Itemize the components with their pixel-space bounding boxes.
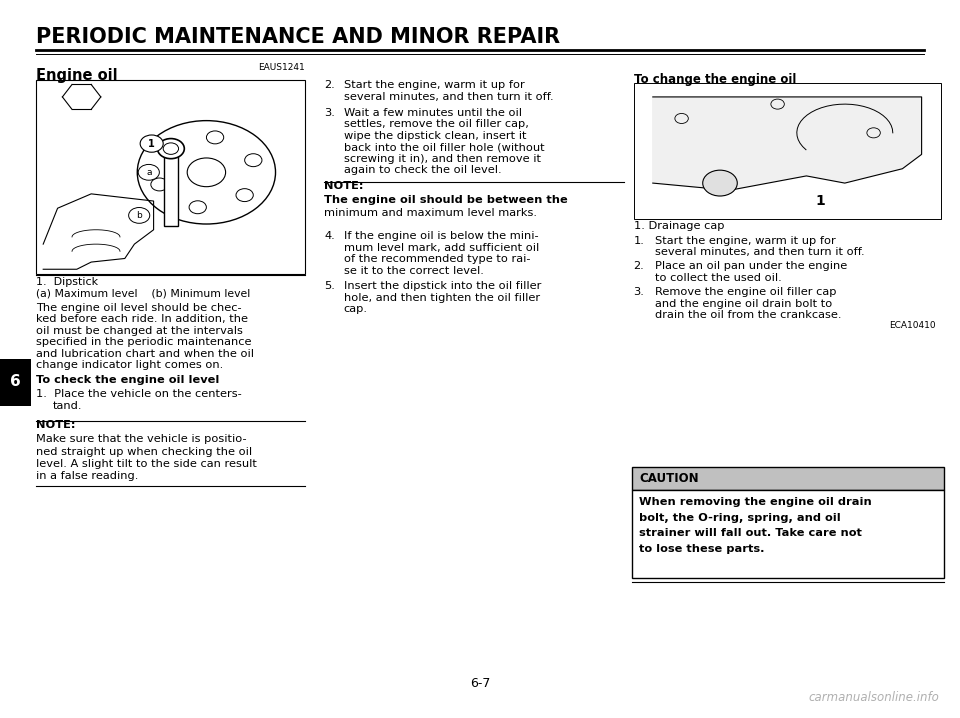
Text: 3.: 3. bbox=[634, 287, 644, 297]
Text: and the engine oil drain bolt to: and the engine oil drain bolt to bbox=[655, 299, 832, 309]
Text: several minutes, and then turn it off.: several minutes, and then turn it off. bbox=[655, 247, 864, 257]
Text: 6-7: 6-7 bbox=[469, 677, 491, 690]
Text: If the engine oil is below the mini-: If the engine oil is below the mini- bbox=[344, 231, 539, 241]
Text: to collect the used oil.: to collect the used oil. bbox=[655, 273, 781, 283]
Text: 6: 6 bbox=[10, 375, 21, 389]
Circle shape bbox=[138, 164, 159, 180]
Circle shape bbox=[140, 135, 163, 152]
Text: Start the engine, warm it up for: Start the engine, warm it up for bbox=[344, 80, 524, 90]
Text: 1.  Place the vehicle on the centers-: 1. Place the vehicle on the centers- bbox=[36, 389, 242, 399]
Text: NOTE:: NOTE: bbox=[36, 420, 76, 430]
Text: 3.: 3. bbox=[324, 108, 335, 118]
Text: se it to the correct level.: se it to the correct level. bbox=[344, 266, 484, 276]
Text: 2.: 2. bbox=[634, 261, 644, 271]
Bar bbox=[0, 359, 31, 406]
Text: back into the oil filler hole (without: back into the oil filler hole (without bbox=[344, 142, 544, 152]
Circle shape bbox=[157, 139, 184, 159]
Text: 1. Drainage cap: 1. Drainage cap bbox=[634, 221, 724, 231]
Text: Place an oil pan under the engine: Place an oil pan under the engine bbox=[655, 261, 847, 271]
Text: To check the engine oil level: To check the engine oil level bbox=[36, 375, 220, 385]
Text: oil must be changed at the intervals: oil must be changed at the intervals bbox=[36, 326, 243, 336]
Text: cap.: cap. bbox=[344, 304, 368, 314]
Text: hole, and then tighten the oil filler: hole, and then tighten the oil filler bbox=[344, 293, 540, 303]
Text: PERIODIC MAINTENANCE AND MINOR REPAIR: PERIODIC MAINTENANCE AND MINOR REPAIR bbox=[36, 27, 561, 47]
Text: and lubrication chart and when the oil: and lubrication chart and when the oil bbox=[36, 349, 254, 359]
Bar bbox=[634, 83, 941, 219]
Text: several minutes, and then turn it off.: several minutes, and then turn it off. bbox=[344, 92, 553, 102]
Text: Wait a few minutes until the oil: Wait a few minutes until the oil bbox=[344, 108, 521, 118]
Text: tand.: tand. bbox=[53, 401, 83, 411]
Text: to lose these parts.: to lose these parts. bbox=[639, 544, 765, 554]
Text: bolt, the O-ring, spring, and oil: bolt, the O-ring, spring, and oil bbox=[639, 513, 841, 523]
Text: change indicator light comes on.: change indicator light comes on. bbox=[36, 360, 224, 370]
Text: Make sure that the vehicle is positio-: Make sure that the vehicle is positio- bbox=[36, 434, 247, 444]
Text: Start the engine, warm it up for: Start the engine, warm it up for bbox=[655, 236, 835, 246]
Circle shape bbox=[129, 208, 150, 223]
Text: of the recommended type to rai-: of the recommended type to rai- bbox=[344, 254, 530, 264]
Text: The engine oil should be between the: The engine oil should be between the bbox=[324, 195, 568, 205]
Text: again to check the oil level.: again to check the oil level. bbox=[344, 165, 501, 175]
Text: 5.: 5. bbox=[324, 281, 335, 292]
Text: screwing it in), and then remove it: screwing it in), and then remove it bbox=[344, 154, 540, 164]
Text: carmanualsonline.info: carmanualsonline.info bbox=[808, 691, 939, 704]
Text: NOTE:: NOTE: bbox=[324, 181, 364, 191]
Text: in a false reading.: in a false reading. bbox=[36, 471, 139, 481]
Text: 1: 1 bbox=[816, 194, 826, 208]
Text: ked before each ride. In addition, the: ked before each ride. In addition, the bbox=[36, 314, 249, 325]
Text: 2.: 2. bbox=[324, 80, 335, 90]
Text: 4.: 4. bbox=[324, 231, 335, 241]
Text: EAUS1241: EAUS1241 bbox=[258, 63, 305, 73]
Text: settles, remove the oil filler cap,: settles, remove the oil filler cap, bbox=[344, 119, 529, 129]
Text: 1.: 1. bbox=[634, 236, 644, 246]
Text: a: a bbox=[146, 168, 152, 177]
Text: Remove the engine oil filler cap: Remove the engine oil filler cap bbox=[655, 287, 836, 297]
Text: The engine oil level should be chec-: The engine oil level should be chec- bbox=[36, 303, 242, 313]
Polygon shape bbox=[653, 97, 922, 190]
Text: Insert the dipstick into the oil filler: Insert the dipstick into the oil filler bbox=[344, 281, 541, 292]
Text: (a) Maximum level    (b) Minimum level: (a) Maximum level (b) Minimum level bbox=[36, 289, 251, 299]
Text: 1: 1 bbox=[148, 139, 156, 149]
Text: ECA10410: ECA10410 bbox=[889, 321, 936, 330]
Text: minimum and maximum level marks.: minimum and maximum level marks. bbox=[324, 208, 538, 218]
Text: mum level mark, add sufficient oil: mum level mark, add sufficient oil bbox=[344, 243, 539, 253]
Text: level. A slight tilt to the side can result: level. A slight tilt to the side can res… bbox=[36, 459, 257, 469]
Text: b: b bbox=[136, 211, 142, 220]
Text: To change the engine oil: To change the engine oil bbox=[634, 73, 796, 86]
Bar bbox=[632, 467, 944, 490]
Bar bbox=[36, 80, 305, 274]
Text: wipe the dipstick clean, insert it: wipe the dipstick clean, insert it bbox=[344, 131, 526, 141]
Text: specified in the periodic maintenance: specified in the periodic maintenance bbox=[36, 337, 252, 348]
Text: ned straight up when checking the oil: ned straight up when checking the oil bbox=[36, 447, 252, 457]
Text: strainer will fall out. Take care not: strainer will fall out. Take care not bbox=[639, 528, 862, 538]
Text: Engine oil: Engine oil bbox=[36, 68, 118, 83]
Bar bbox=[632, 490, 944, 578]
Bar bbox=[164, 154, 178, 226]
Text: drain the oil from the crankcase.: drain the oil from the crankcase. bbox=[655, 310, 841, 320]
Circle shape bbox=[703, 170, 737, 196]
Text: When removing the engine oil drain: When removing the engine oil drain bbox=[639, 497, 872, 507]
Text: CAUTION: CAUTION bbox=[639, 472, 699, 485]
Text: 1.  Dipstick: 1. Dipstick bbox=[36, 277, 99, 287]
